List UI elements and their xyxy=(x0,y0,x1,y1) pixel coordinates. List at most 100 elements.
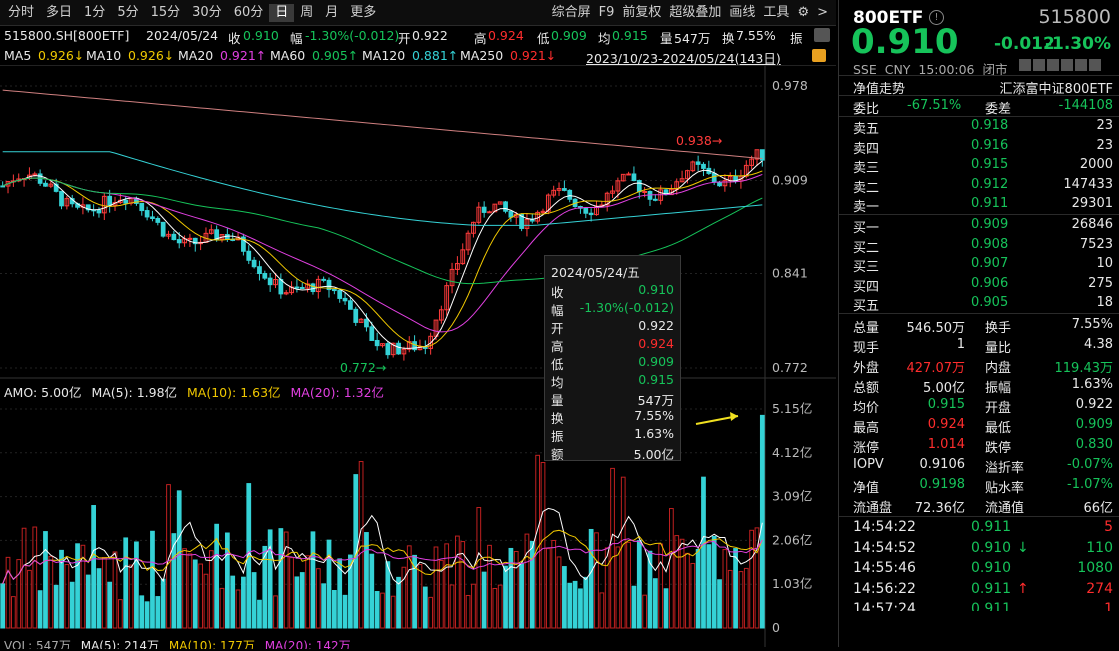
candle-body xyxy=(562,188,567,191)
trend-row[interactable]: 净值走势 汇添富中证800ETF xyxy=(853,76,1113,97)
toolbar-button-4[interactable]: 画线 xyxy=(729,5,756,20)
stat-value: 0.909 xyxy=(1075,417,1113,432)
stat-row: 流通盘 72.36亿 流通值 66亿 xyxy=(853,495,1113,516)
volume-bar xyxy=(326,539,332,629)
weibi-value: -67.51% xyxy=(907,98,962,113)
tick-price: 0.911 xyxy=(971,601,1012,611)
tab-5[interactable]: 30分 xyxy=(192,5,222,20)
tooltip-row-value: 1.63% xyxy=(634,426,674,441)
tab-1[interactable]: 多日 xyxy=(46,5,73,20)
candle-body xyxy=(481,206,487,213)
volume-bar xyxy=(588,528,594,629)
close-value: 0.910 xyxy=(243,28,279,43)
volume-bar xyxy=(508,547,514,629)
lock-icon[interactable] xyxy=(812,49,826,62)
tab-0[interactable]: 分时 xyxy=(8,5,35,20)
stat-value: 4.38 xyxy=(1084,337,1113,352)
candle-body xyxy=(353,308,359,323)
tab-4[interactable]: 15分 xyxy=(150,5,181,20)
candle-body xyxy=(326,279,332,291)
expand-icon[interactable] xyxy=(814,28,830,42)
candle-body xyxy=(396,342,401,355)
volume-bar xyxy=(305,555,310,629)
volume-bar xyxy=(278,528,284,629)
candle-body xyxy=(636,180,642,193)
chevron-right-icon[interactable]: > xyxy=(817,5,828,20)
candle-body xyxy=(722,180,728,187)
tab-7[interactable]: 日 xyxy=(269,4,295,22)
ask-row: 卖五 0.918 23 xyxy=(853,116,1113,137)
ask-row: 卖四 0.916 23 xyxy=(853,136,1113,157)
candle-body xyxy=(679,178,685,183)
info-icon[interactable]: ! xyxy=(929,10,944,25)
volume-bar xyxy=(583,576,589,629)
stat-label: 溢折率 xyxy=(985,461,1025,476)
volume-bar xyxy=(203,573,209,629)
volume-bar xyxy=(64,564,70,629)
volume-bar xyxy=(738,571,744,629)
tab-9[interactable]: 月 xyxy=(325,5,339,20)
volume-bar xyxy=(529,540,535,629)
ask-row-label: 卖二 xyxy=(853,180,880,196)
candle-body xyxy=(471,221,476,234)
candle-body xyxy=(685,170,690,180)
stat-row: 涨停 1.014 跌停 0.830 xyxy=(853,435,1113,456)
ma120-value: 0.881↑ xyxy=(412,48,459,63)
candle-body xyxy=(652,198,658,201)
volume-bar xyxy=(337,558,343,629)
tab-2[interactable]: 1分 xyxy=(84,5,106,20)
vol-axis-label: 5.15亿 xyxy=(772,401,812,416)
tab-3[interactable]: 5分 xyxy=(117,5,139,20)
candle-body xyxy=(101,195,107,214)
volume-bar xyxy=(267,529,273,629)
tooltip-row-value: 0.922 xyxy=(638,318,674,333)
gear-icon[interactable]: ⚙ xyxy=(797,5,810,20)
stat-label: 开盘 xyxy=(985,401,1012,416)
date-range[interactable]: 2023/10/23-2024/05/24(143日) xyxy=(586,51,781,66)
candle-body xyxy=(0,185,6,188)
toolbar-button-1[interactable]: F9 xyxy=(598,5,615,20)
toolbar-button-5[interactable]: 工具 xyxy=(763,5,790,20)
volume-bar xyxy=(465,594,471,629)
tab-8[interactable]: 周 xyxy=(300,5,314,20)
candle-body xyxy=(187,237,193,240)
ask-row-qty: 29301 xyxy=(1071,196,1113,211)
quote-panel: 800ETF ! 515800 0.910 -0.012 -1.30% SSE … xyxy=(838,0,1119,647)
ask-row-qty: 147433 xyxy=(1063,176,1113,192)
tab-6[interactable]: 60分 xyxy=(233,5,264,20)
ma10-value: 0.926↓ xyxy=(128,48,175,63)
toolbar-button-3[interactable]: 超级叠加 xyxy=(669,5,722,20)
bid-row-price: 0.905 xyxy=(971,295,1009,310)
ma250-value: 0.921↓ xyxy=(510,48,557,63)
volume-bar xyxy=(754,527,760,629)
tab-10[interactable]: 更多 xyxy=(350,5,377,20)
tooltip-row-label: 开 xyxy=(551,321,564,336)
toolbar-button-0[interactable]: 综合屏 xyxy=(551,5,591,20)
tooltip-row-value: 5.00亿 xyxy=(633,447,674,462)
kline-svg[interactable]: 0.978 0.909 0.841 0.772 5.15亿 4.12亿 3.09亿 2.06亿… xyxy=(0,66,836,647)
candle-body xyxy=(551,189,557,196)
volume-bar xyxy=(53,584,59,629)
volume-bar xyxy=(626,541,631,629)
candle-body xyxy=(192,237,198,245)
kline-chart[interactable]: 0.978 0.909 0.841 0.772 5.15亿 4.12亿 3.09亿 2.06亿… xyxy=(0,66,836,649)
volume-bar xyxy=(0,583,6,629)
bid-row-qty: 26846 xyxy=(1071,217,1113,232)
panel-tool-icons[interactable] xyxy=(1017,59,1101,74)
vol-legend: VOL: 547万 MA(5): 214万 MA(10): 177万 MA(20… xyxy=(4,637,351,649)
bid-row-qty: 275 xyxy=(1088,275,1113,291)
trend-label[interactable]: 净值走势 xyxy=(853,82,906,97)
stat-row: 净值 0.9198 贴水率 -1.07% xyxy=(853,475,1113,496)
low-mark-label: 0.772→ xyxy=(340,360,386,375)
volume-bar xyxy=(401,566,407,629)
stat-label: 内盘 xyxy=(985,361,1012,376)
tooltip-row-label: 额 xyxy=(551,447,564,462)
toolbar-button-2[interactable]: 前复权 xyxy=(622,5,662,20)
volume-bar xyxy=(492,588,498,629)
candle-body xyxy=(556,188,562,191)
arrow-head-icon xyxy=(730,412,738,421)
tooltip-row-label: 高 xyxy=(551,339,564,354)
volume-bar xyxy=(519,563,524,629)
tooltip-row-label: 幅 xyxy=(551,303,564,318)
candle-body xyxy=(337,289,343,299)
